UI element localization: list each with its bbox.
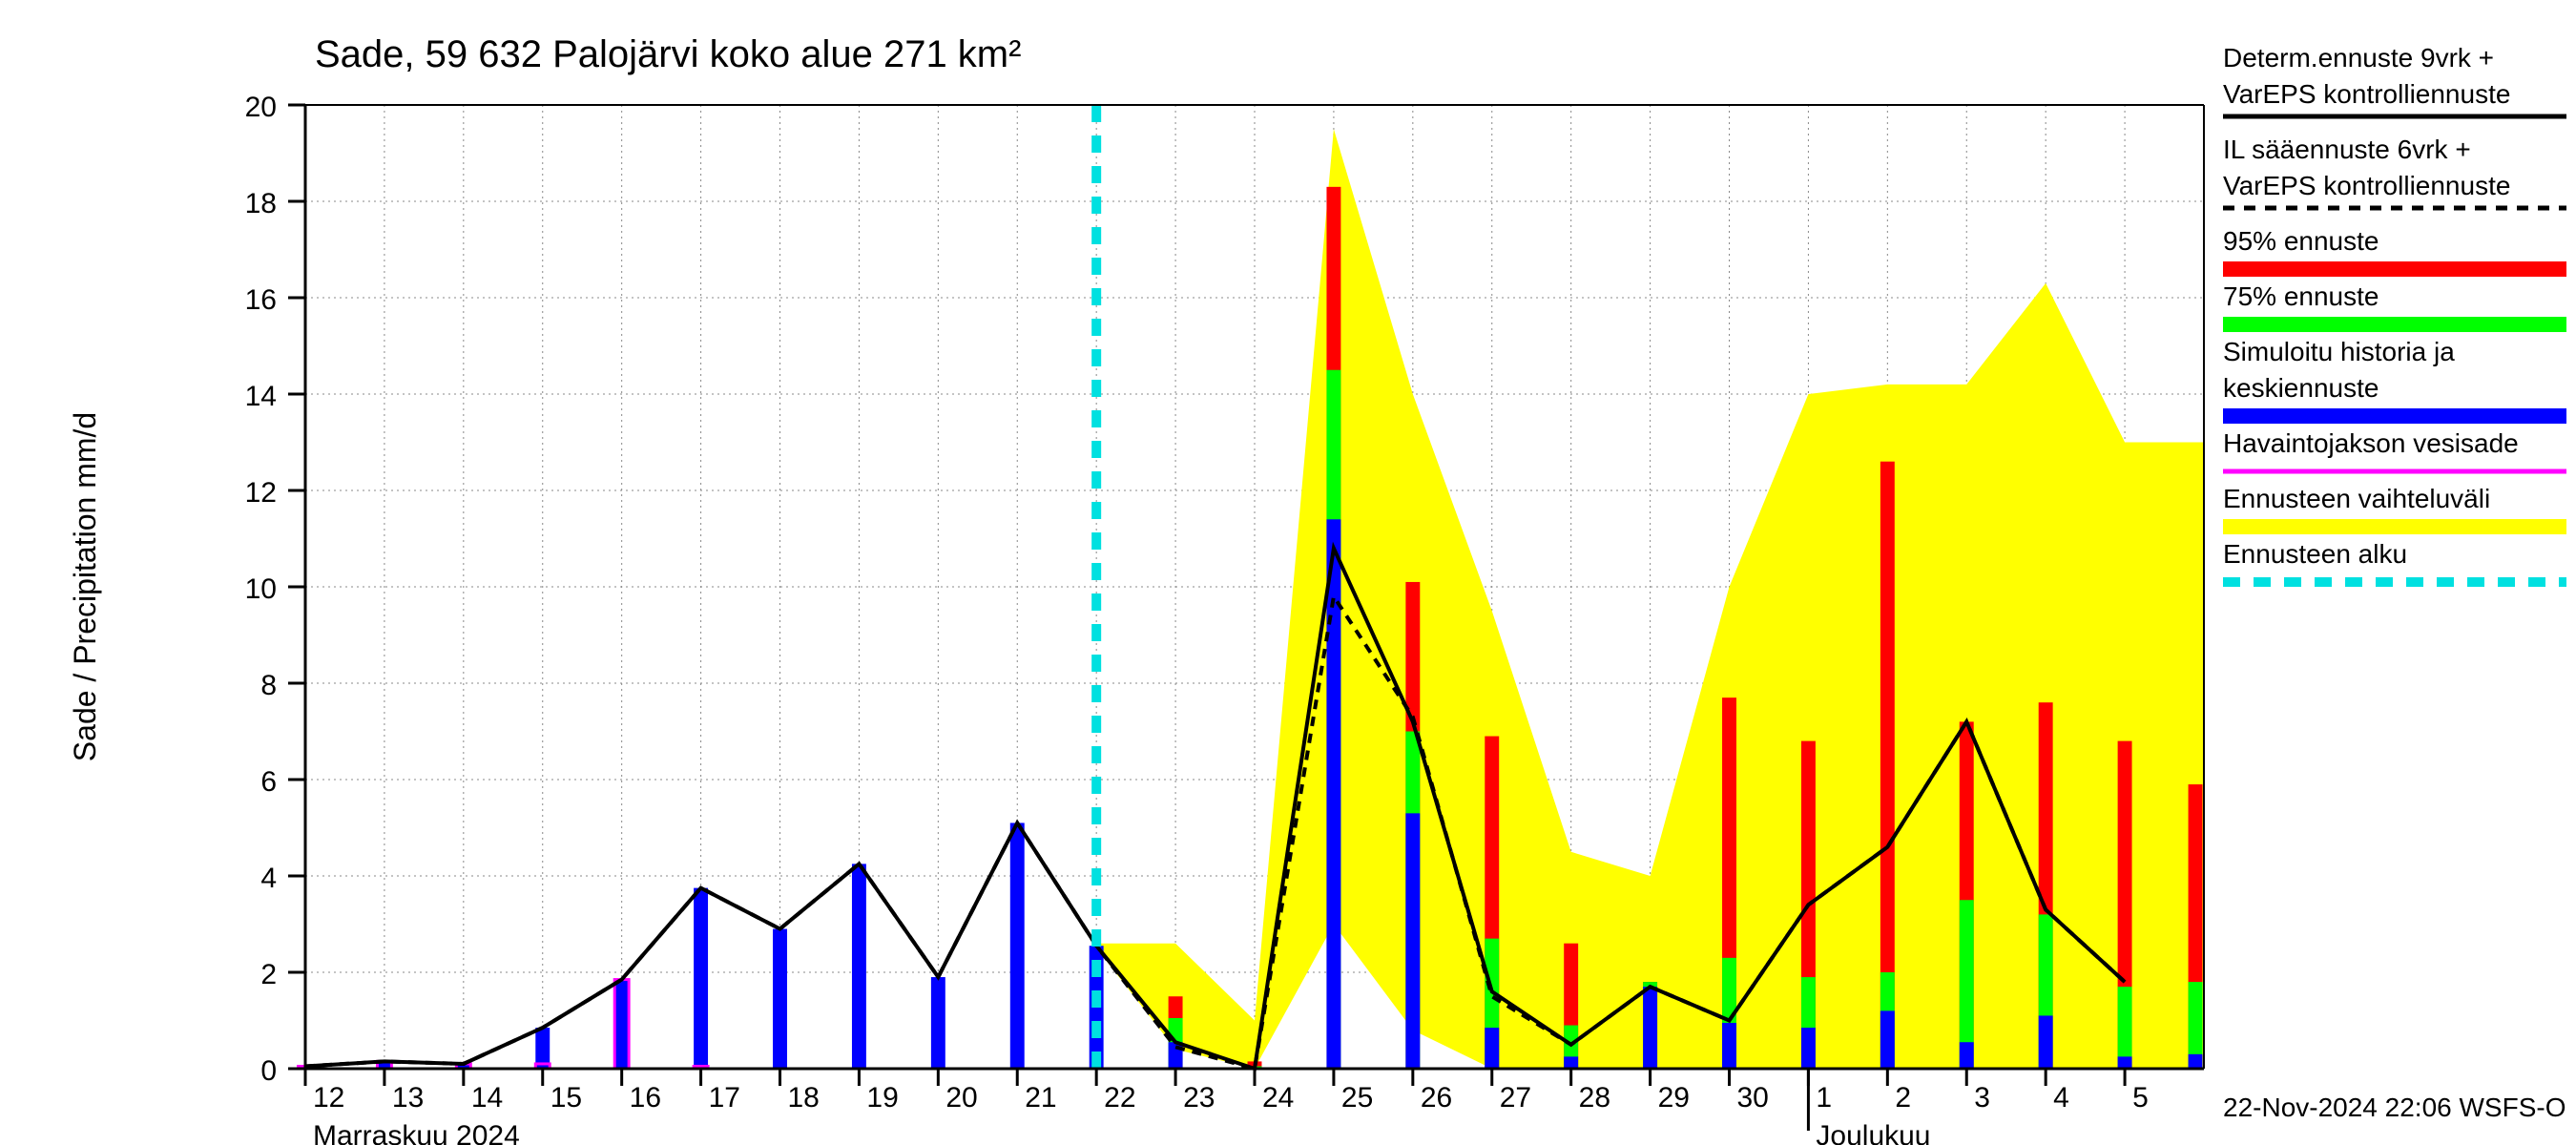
x-tick-label: 24 xyxy=(1262,1082,1294,1114)
bar-mean xyxy=(852,864,866,1069)
bar-mean xyxy=(1010,822,1025,1069)
x-tick-label: 22 xyxy=(1104,1082,1135,1114)
bar-mean xyxy=(2039,1015,2053,1069)
bar-mean xyxy=(694,888,708,1069)
svg-text:VarEPS kontrolliennuste: VarEPS kontrolliennuste xyxy=(2223,171,2510,200)
month1-fi: Marraskuu 2024 xyxy=(313,1120,520,1145)
x-tick-label: 12 xyxy=(313,1082,344,1114)
x-tick-label: 2 xyxy=(1895,1082,1911,1114)
bar-mean xyxy=(931,977,945,1069)
bar-mean xyxy=(1485,1028,1499,1069)
svg-text:95% ennuste: 95% ennuste xyxy=(2223,226,2379,256)
svg-text:75% ennuste: 75% ennuste xyxy=(2223,281,2379,311)
bar-mean xyxy=(1405,813,1420,1069)
x-tick-label: 13 xyxy=(392,1082,424,1114)
x-tick-label: 28 xyxy=(1579,1082,1610,1114)
month2-fi: Joulukuu xyxy=(1816,1120,1930,1145)
svg-text:IL sääennuste 6vrk +: IL sääennuste 6vrk + xyxy=(2223,135,2471,164)
x-tick-label: 27 xyxy=(1500,1082,1531,1114)
y-tick-label: 14 xyxy=(245,381,277,412)
x-tick-label: 3 xyxy=(1974,1082,1990,1114)
y-axis-label: Sade / Precipitation mm/d xyxy=(68,412,102,761)
bar-mean xyxy=(1564,1056,1578,1069)
y-tick-label: 12 xyxy=(245,477,277,509)
x-tick-label: 26 xyxy=(1421,1082,1452,1114)
x-tick-label: 16 xyxy=(630,1082,661,1114)
chart-svg: 0246810121416182012131415161718192021222… xyxy=(0,0,2576,1145)
x-tick-label: 14 xyxy=(471,1082,503,1114)
svg-text:Ennusteen vaihteluväli: Ennusteen vaihteluväli xyxy=(2223,484,2490,513)
svg-text:Simuloitu historia ja: Simuloitu historia ja xyxy=(2223,337,2455,366)
x-tick-label: 30 xyxy=(1737,1082,1769,1114)
bar-75pct xyxy=(2118,987,2132,1069)
svg-text:VarEPS kontrolliennuste: VarEPS kontrolliennuste xyxy=(2223,79,2510,109)
y-tick-label: 2 xyxy=(260,959,277,990)
bar-mean xyxy=(1960,1042,1974,1069)
y-tick-label: 10 xyxy=(245,573,277,605)
y-tick-label: 0 xyxy=(260,1055,277,1087)
x-tick-label: 25 xyxy=(1341,1082,1373,1114)
x-tick-label: 23 xyxy=(1183,1082,1215,1114)
svg-text:Determ.ennuste 9vrk +: Determ.ennuste 9vrk + xyxy=(2223,43,2494,73)
footer-timestamp: 22-Nov-2024 22:06 WSFS-O xyxy=(2223,1093,2566,1122)
bar-mean xyxy=(1880,1010,1895,1069)
svg-text:Havaintojakson vesisade: Havaintojakson vesisade xyxy=(2223,428,2519,458)
y-tick-label: 20 xyxy=(245,92,277,123)
precipitation-chart: 0246810121416182012131415161718192021222… xyxy=(0,0,2576,1145)
bar-mean xyxy=(1722,1023,1736,1069)
bar-mean xyxy=(2118,1056,2132,1069)
x-tick-label: 4 xyxy=(2053,1082,2069,1114)
bar-mean xyxy=(1801,1028,1816,1069)
x-tick-label: 21 xyxy=(1025,1082,1056,1114)
chart-title: Sade, 59 632 Palojärvi koko alue 271 km² xyxy=(315,33,1021,75)
x-tick-label: 5 xyxy=(2132,1082,2149,1114)
bar-mean xyxy=(1169,1042,1183,1069)
x-tick-label: 1 xyxy=(1816,1082,1832,1114)
y-tick-label: 4 xyxy=(260,863,277,894)
x-tick-label: 15 xyxy=(551,1082,582,1114)
x-tick-label: 19 xyxy=(866,1082,898,1114)
y-tick-label: 8 xyxy=(260,670,277,701)
y-tick-label: 6 xyxy=(260,766,277,798)
x-tick-label: 29 xyxy=(1658,1082,1690,1114)
x-tick-label: 20 xyxy=(945,1082,977,1114)
bar-mean xyxy=(1643,987,1657,1069)
y-tick-label: 16 xyxy=(245,284,277,316)
svg-text:Ennusteen alku: Ennusteen alku xyxy=(2223,539,2407,569)
x-tick-label: 18 xyxy=(788,1082,820,1114)
y-tick-label: 18 xyxy=(245,188,277,219)
svg-text:keskiennuste: keskiennuste xyxy=(2223,373,2379,403)
bar-mean xyxy=(614,980,629,1069)
bar-mean xyxy=(773,929,787,1069)
x-tick-label: 17 xyxy=(709,1082,740,1114)
